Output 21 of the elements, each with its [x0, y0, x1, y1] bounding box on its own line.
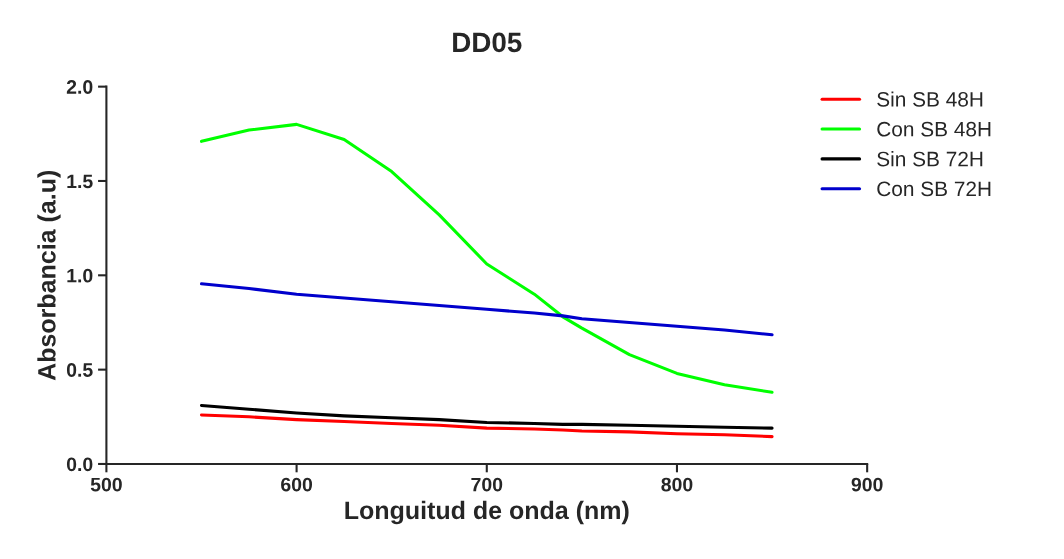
x-axis-title: Longuitud de onda (nm) — [345, 500, 629, 525]
line-series — [199, 413, 774, 439]
legend-label: Sin SB 48H — [877, 91, 983, 107]
line-series — [199, 122, 774, 394]
line-series — [199, 403, 774, 430]
legend-label: Con SB 72H — [877, 181, 991, 197]
line-series — [199, 282, 774, 337]
chart-title: DD05 — [453, 32, 522, 53]
x-tick-label: 500 — [90, 477, 122, 492]
legend-label: Sin SB 72H — [877, 151, 983, 167]
legend-label: Con SB 48H — [877, 121, 991, 137]
y-tick-label: 2.0 — [66, 80, 93, 94]
x-tick-label: 700 — [471, 477, 503, 492]
x-tick-label: 600 — [281, 477, 313, 492]
y-tick-label: 1.5 — [67, 174, 93, 189]
x-tick-label: 800 — [661, 477, 693, 492]
x-tick-label: 900 — [851, 477, 883, 492]
y-tick-label: 0.0 — [66, 457, 93, 472]
y-tick-label: 0.5 — [66, 363, 93, 377]
y-tick-label: 1.0 — [67, 268, 93, 283]
y-axis-title: Absorbancia (a.u) — [37, 170, 61, 381]
